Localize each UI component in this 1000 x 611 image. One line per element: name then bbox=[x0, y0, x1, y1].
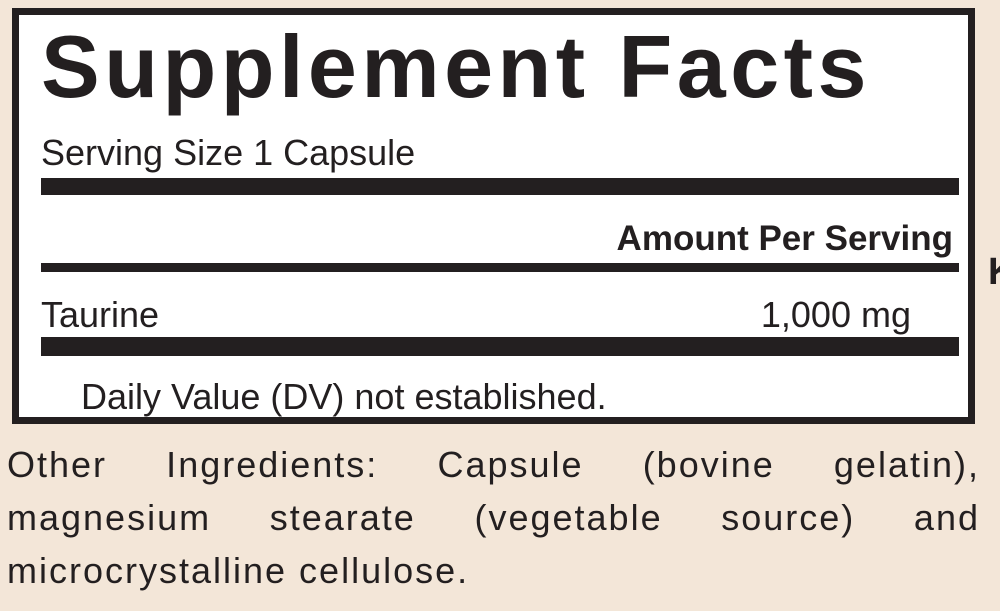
other-ingredients: Other Ingredients: Capsule (bovine gelat… bbox=[7, 444, 980, 591]
amount-per-serving-header: Amount Per Serving bbox=[616, 219, 953, 258]
thick-divider bbox=[41, 178, 959, 195]
nutrient-row: Taurine 1,000 mg bbox=[41, 295, 911, 335]
cropped-edge-text: K bbox=[988, 252, 1000, 292]
daily-value-footnote: Daily Value (DV) not established. bbox=[81, 376, 607, 417]
nutrient-name: Taurine bbox=[41, 294, 160, 335]
serving-size: Serving Size 1 Capsule bbox=[41, 132, 416, 173]
nutrient-amount: 1,000 mg bbox=[760, 294, 911, 335]
panel-title: Supplement Facts bbox=[41, 17, 871, 116]
divider bbox=[41, 263, 959, 272]
thick-divider bbox=[41, 337, 959, 356]
supplement-facts-panel: Supplement Facts Serving Size 1 Capsule … bbox=[12, 8, 975, 424]
